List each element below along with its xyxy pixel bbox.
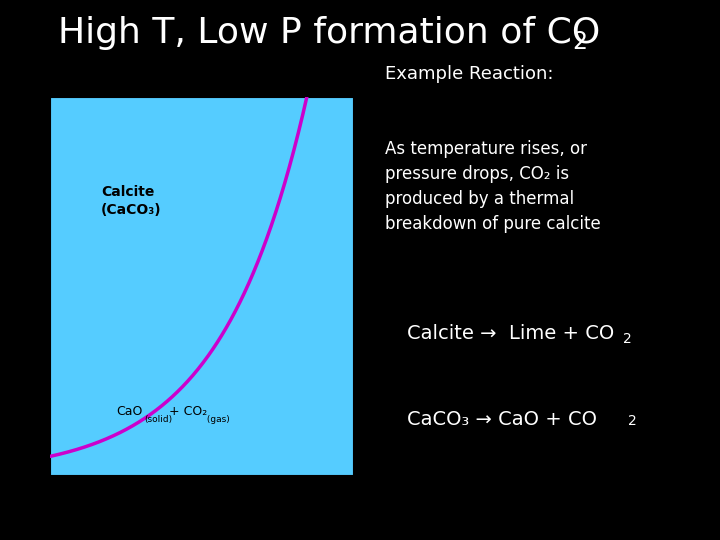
Text: (solid): (solid) [144,415,172,424]
Text: + CO₂: + CO₂ [169,404,207,418]
Text: High T, Low P formation of CO: High T, Low P formation of CO [58,16,600,50]
Text: As temperature rises, or
pressure drops, CO₂ is
produced by a thermal
breakdown : As temperature rises, or pressure drops,… [385,140,601,233]
Y-axis label: CO₂ pressure (bars): CO₂ pressure (bars) [0,217,13,355]
Text: Calcite →  Lime + CO: Calcite → Lime + CO [407,324,614,343]
Text: CaCO₃ → CaO + CO: CaCO₃ → CaO + CO [407,410,597,429]
X-axis label: Temperature (°C): Temperature (°C) [134,503,269,517]
Text: (gas): (gas) [204,415,230,424]
Text: CaO: CaO [116,404,143,418]
Text: 2: 2 [628,414,636,428]
Text: 2: 2 [572,30,588,53]
Text: 2: 2 [623,332,631,346]
Text: Calcite
(CaCO₃): Calcite (CaCO₃) [101,185,161,217]
Text: Example Reaction:: Example Reaction: [385,65,554,83]
